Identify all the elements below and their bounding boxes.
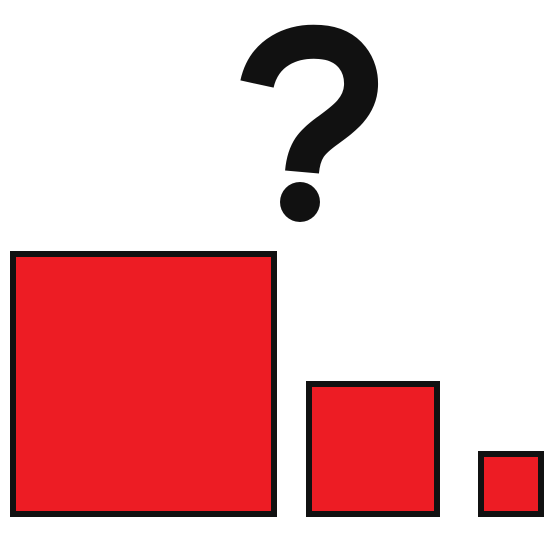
- question-mark-icon: ?: [240, 24, 378, 222]
- large-square: [10, 251, 277, 517]
- question-mark-curve: [240, 24, 378, 175]
- question-mark-dot: [280, 182, 320, 222]
- squares-group: [10, 251, 544, 517]
- small-square: [478, 451, 544, 517]
- medium-square: [306, 381, 440, 517]
